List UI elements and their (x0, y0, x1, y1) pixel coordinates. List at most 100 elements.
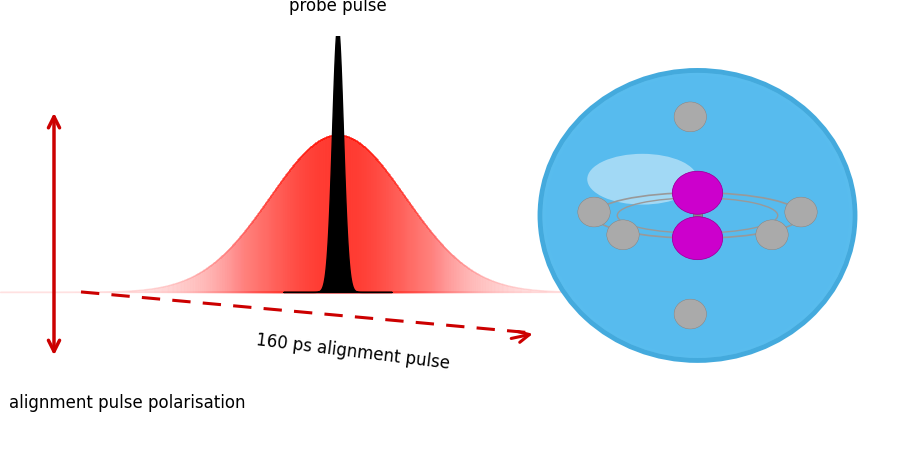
Text: probe pulse: probe pulse (289, 0, 386, 14)
Ellipse shape (680, 198, 716, 233)
Ellipse shape (580, 200, 607, 224)
Ellipse shape (796, 209, 800, 213)
Ellipse shape (690, 187, 698, 193)
Ellipse shape (634, 158, 760, 273)
Ellipse shape (616, 229, 626, 239)
Ellipse shape (616, 230, 625, 238)
Ellipse shape (672, 171, 723, 214)
Ellipse shape (580, 199, 608, 225)
Ellipse shape (608, 222, 636, 247)
Ellipse shape (685, 113, 691, 119)
Ellipse shape (764, 229, 775, 239)
Ellipse shape (643, 165, 752, 266)
Ellipse shape (756, 220, 788, 250)
Ellipse shape (679, 304, 700, 323)
Ellipse shape (684, 203, 711, 228)
Ellipse shape (677, 302, 703, 326)
Ellipse shape (574, 102, 821, 329)
Ellipse shape (761, 225, 780, 243)
Ellipse shape (680, 108, 698, 124)
Ellipse shape (680, 178, 713, 206)
Ellipse shape (588, 207, 596, 215)
Ellipse shape (795, 207, 803, 215)
Ellipse shape (690, 232, 698, 239)
Ellipse shape (554, 83, 842, 348)
Ellipse shape (655, 177, 740, 254)
Ellipse shape (688, 185, 701, 196)
Ellipse shape (578, 197, 610, 227)
Ellipse shape (619, 233, 621, 234)
Ellipse shape (587, 206, 598, 216)
Ellipse shape (681, 306, 696, 320)
Ellipse shape (617, 231, 624, 237)
Ellipse shape (684, 181, 706, 201)
Ellipse shape (691, 233, 697, 238)
Ellipse shape (585, 111, 810, 319)
Ellipse shape (590, 116, 806, 315)
Ellipse shape (545, 75, 850, 356)
Ellipse shape (577, 104, 818, 326)
Ellipse shape (587, 154, 698, 205)
Ellipse shape (590, 210, 592, 211)
Ellipse shape (648, 170, 747, 261)
Ellipse shape (792, 204, 806, 218)
Ellipse shape (760, 224, 782, 244)
Ellipse shape (677, 196, 718, 235)
Ellipse shape (566, 95, 829, 336)
Ellipse shape (678, 221, 716, 254)
Ellipse shape (672, 217, 723, 260)
Ellipse shape (583, 202, 602, 220)
Ellipse shape (650, 172, 745, 259)
Ellipse shape (675, 300, 706, 328)
Ellipse shape (675, 103, 706, 131)
Text: 160 ps alignment pulse: 160 ps alignment pulse (256, 331, 451, 373)
Ellipse shape (676, 301, 704, 327)
Ellipse shape (551, 80, 844, 351)
Ellipse shape (632, 155, 763, 276)
Ellipse shape (589, 209, 593, 213)
Ellipse shape (683, 226, 708, 247)
Ellipse shape (586, 205, 598, 217)
Ellipse shape (693, 234, 695, 236)
Ellipse shape (676, 104, 704, 130)
Ellipse shape (684, 112, 692, 120)
Ellipse shape (684, 227, 706, 246)
Ellipse shape (682, 201, 713, 230)
Ellipse shape (759, 223, 784, 247)
Ellipse shape (592, 119, 803, 312)
Ellipse shape (788, 201, 812, 223)
Ellipse shape (788, 200, 814, 224)
Ellipse shape (673, 172, 721, 213)
Ellipse shape (796, 210, 799, 211)
Ellipse shape (558, 88, 837, 343)
Ellipse shape (676, 220, 718, 256)
Ellipse shape (674, 102, 706, 132)
Ellipse shape (681, 179, 711, 204)
Ellipse shape (607, 220, 639, 250)
Ellipse shape (686, 114, 688, 116)
Ellipse shape (640, 162, 755, 269)
Ellipse shape (672, 171, 723, 214)
Ellipse shape (691, 188, 697, 192)
Ellipse shape (658, 179, 737, 252)
Ellipse shape (608, 221, 638, 249)
Ellipse shape (629, 153, 766, 278)
Ellipse shape (626, 150, 769, 281)
Ellipse shape (595, 121, 800, 310)
Ellipse shape (561, 90, 834, 341)
Ellipse shape (645, 167, 750, 264)
Ellipse shape (673, 218, 721, 259)
Ellipse shape (765, 230, 774, 238)
Ellipse shape (680, 304, 698, 322)
Ellipse shape (621, 145, 774, 286)
Ellipse shape (600, 126, 795, 305)
Ellipse shape (793, 205, 806, 217)
Ellipse shape (682, 110, 695, 122)
Ellipse shape (676, 174, 718, 211)
Ellipse shape (582, 202, 604, 221)
Ellipse shape (692, 211, 703, 220)
Ellipse shape (678, 303, 701, 325)
Ellipse shape (677, 105, 703, 128)
Ellipse shape (678, 106, 701, 128)
Ellipse shape (689, 186, 699, 194)
